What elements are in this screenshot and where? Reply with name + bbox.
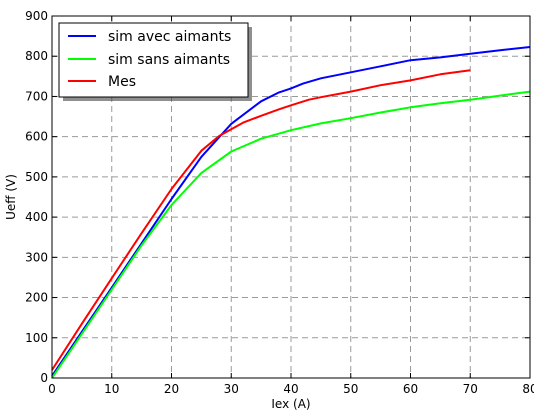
x-tick-label: 10 xyxy=(104,382,119,396)
y-tick-label: 600 xyxy=(25,130,48,144)
legend-label-sim-avec-aimants: sim avec aimants xyxy=(108,29,231,45)
axis-ticks: 0 10 20 30 40 50 60 70 8001002003004005006007008… xyxy=(25,9,534,396)
x-tick-label: 60 xyxy=(403,382,418,396)
series-line-sim-avec-aimants xyxy=(51,46,531,377)
x-tick-label: 50 xyxy=(343,382,358,396)
y-tick-label: 400 xyxy=(25,210,48,224)
y-tick-label: 200 xyxy=(25,291,48,305)
series-lines xyxy=(51,46,531,379)
y-tick-label: 700 xyxy=(25,89,48,103)
y-tick-label: 0 xyxy=(40,371,48,385)
y-tick-label: 800 xyxy=(25,49,48,63)
x-tick-label: 80 xyxy=(522,382,534,396)
legend-label-sim-sans-aimants: sim sans aimants xyxy=(108,52,230,68)
y-tick-label: 900 xyxy=(25,9,48,23)
legend-label-mes: Mes xyxy=(108,74,136,90)
series-line-mes xyxy=(51,69,471,371)
x-tick-label: 20 xyxy=(164,382,179,396)
y-tick-label: 100 xyxy=(25,331,48,345)
x-tick-label: 0 xyxy=(48,382,56,396)
y-axis-title: Ueff (V) xyxy=(4,174,18,220)
y-tick-label: 300 xyxy=(25,250,48,264)
plot-frame xyxy=(51,15,531,379)
x-axis-title: Iex (A) xyxy=(271,397,310,411)
legend: sim avec aimants sim sans aimants Mes xyxy=(58,22,252,101)
x-tick-label: 70 xyxy=(463,382,478,396)
series-line-sim-sans-aimants xyxy=(51,90,531,379)
y-tick-label: 500 xyxy=(25,170,48,184)
x-tick-label: 40 xyxy=(283,382,298,396)
x-tick-label: 30 xyxy=(224,382,239,396)
